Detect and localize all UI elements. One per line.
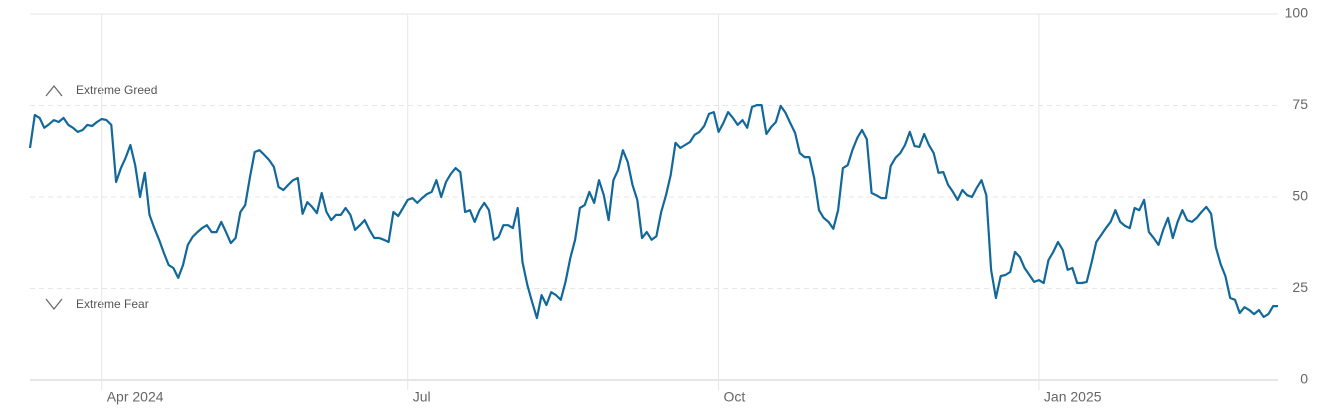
- line: [28, 104, 1278, 320]
- greed-chevron: [45, 85, 63, 97]
- y-tick-label: 50: [1292, 188, 1308, 204]
- x-tick-label: Oct: [724, 389, 746, 405]
- y-tick-label: 75: [1292, 96, 1308, 112]
- x-tick-label: Jul: [413, 389, 431, 405]
- y-tick-label: 25: [1292, 279, 1308, 295]
- annotation: Extreme Fear: [76, 297, 149, 311]
- y-tick-label: 100: [1285, 5, 1309, 21]
- x-tick-label: Jan 2025: [1044, 389, 1102, 405]
- annotation: Extreme Greed: [76, 83, 157, 97]
- fear-chevron: [45, 298, 63, 310]
- y-tick-label: 0: [1300, 371, 1308, 387]
- x-tick-label: Apr 2024: [107, 389, 164, 405]
